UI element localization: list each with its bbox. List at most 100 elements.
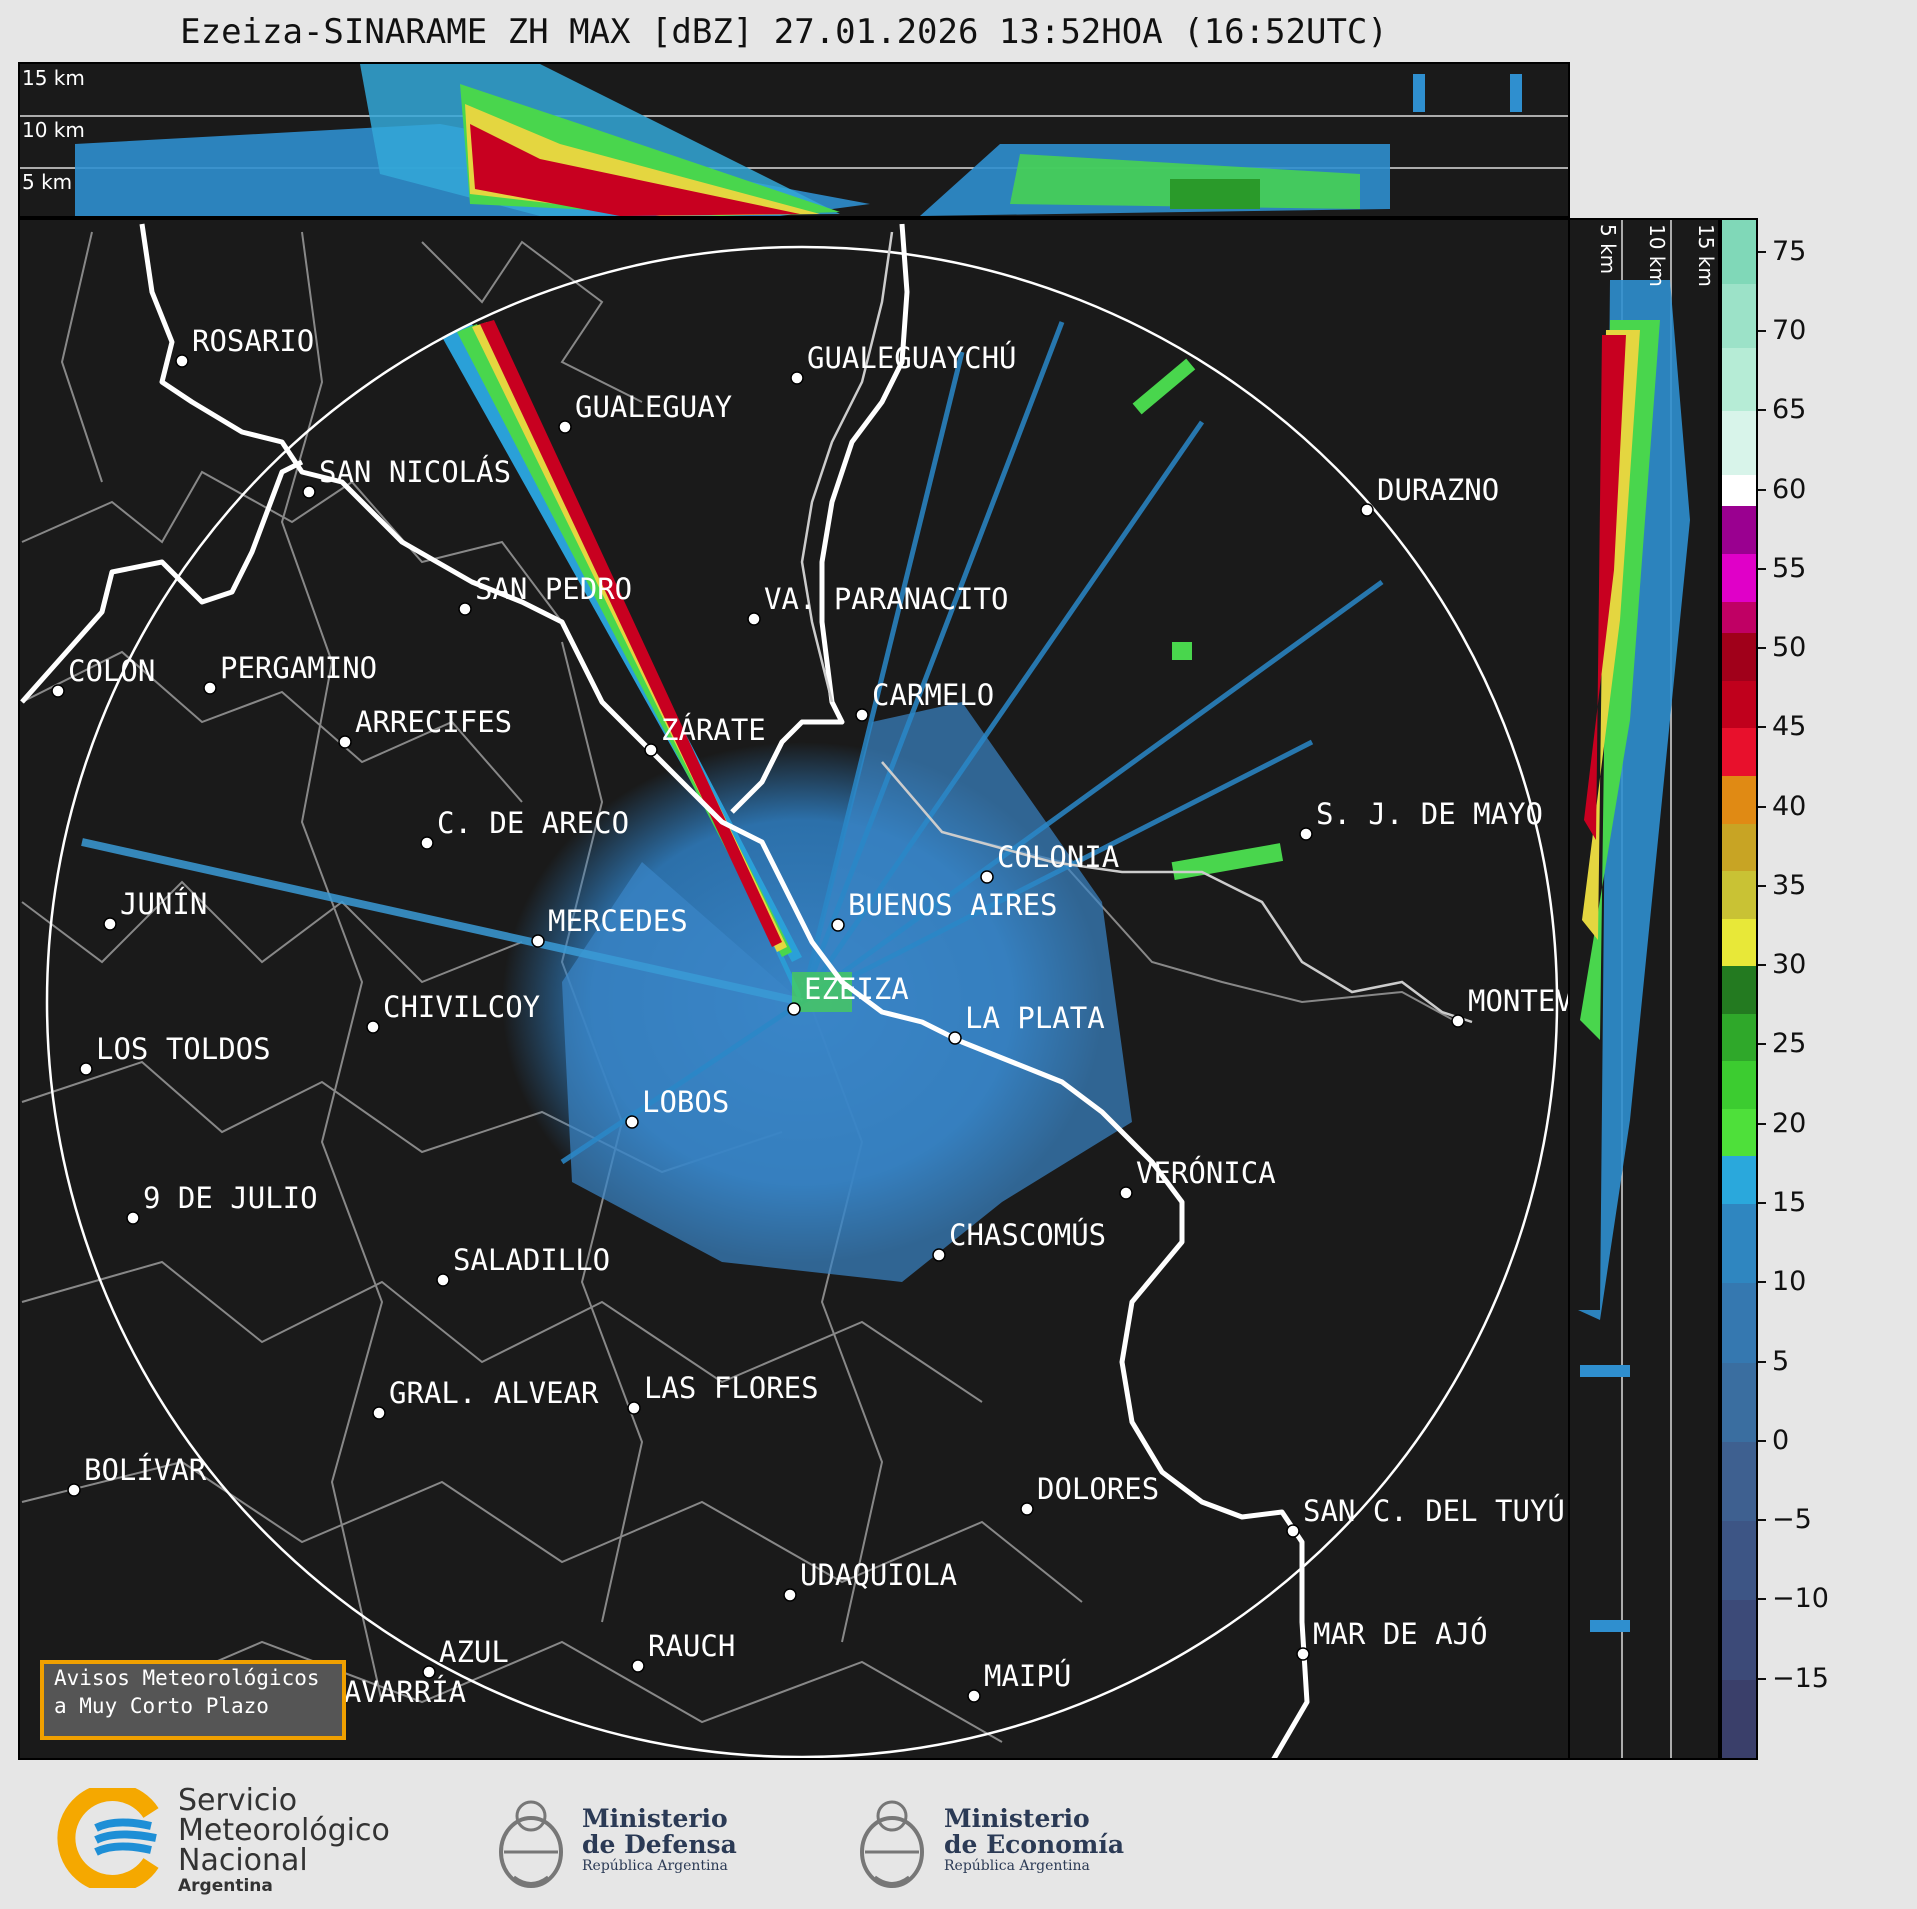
city-label-san-nicolas: SAN NICOLÁS xyxy=(319,455,511,489)
city-label-la-plata: LA PLATA xyxy=(965,1001,1105,1035)
city-label-ezeiza: EZEIZA xyxy=(804,972,909,1006)
coastline xyxy=(20,223,1310,1758)
city-label-sj-de-mayo: S. J. DE MAYO xyxy=(1316,797,1543,831)
colorbar-band xyxy=(1722,965,1756,1014)
city-label-c-de-areco: C. DE ARECO xyxy=(437,806,629,840)
colorbar-band xyxy=(1722,1155,1756,1205)
colorbar-band xyxy=(1722,1520,1756,1601)
radar-title: Ezeiza-SINARAME ZH MAX [dBZ] 27.01.2026 … xyxy=(180,12,1388,52)
colorbar-band xyxy=(1722,1012,1756,1062)
city-label-bolivar: BOLÍVAR xyxy=(84,1453,207,1487)
colorbar-band xyxy=(1722,1060,1756,1109)
side-height-label-15km: 15 km xyxy=(1694,224,1718,287)
aviso-line-2: a Muy Corto Plazo xyxy=(54,1694,269,1718)
colorbar-tick-label: −10 xyxy=(1772,1583,1829,1615)
city-label-pergamino: PERGAMINO xyxy=(220,651,377,685)
city-label-arrecifes: ARRECIFES xyxy=(355,705,512,739)
city-label-chascomus: CHASCOMÚS xyxy=(949,1218,1106,1252)
height-label-10km: 10 km xyxy=(22,118,85,142)
footer: Servicio Meteorológico Nacional Argentin… xyxy=(0,1760,1917,1909)
city-label-lobos: LOBOS xyxy=(642,1085,729,1119)
city-label-junin: JUNÍN xyxy=(120,887,207,921)
colorbar-tick-mark xyxy=(1758,1122,1766,1125)
city-label-va-paranacito: VA. PARANACITO xyxy=(764,582,1008,616)
colorbar-band xyxy=(1722,1440,1756,1522)
colorbar-tick-label: 35 xyxy=(1772,869,1807,901)
colorbar-tick-mark xyxy=(1758,250,1766,253)
city-label-mercedes: MERCEDES xyxy=(548,904,688,938)
city-label-san-pedro: SAN PEDRO xyxy=(475,572,632,606)
colorbar-tick-mark xyxy=(1758,1043,1766,1046)
colorbar-tick-mark xyxy=(1758,647,1766,650)
colorbar-tick-label: 70 xyxy=(1772,314,1807,346)
colorbar-tick-label: 55 xyxy=(1772,552,1807,584)
colorbar-tick-mark xyxy=(1758,488,1766,491)
city-markers xyxy=(51,354,1465,1719)
city-label-gualeguay: GUALEGUAY xyxy=(575,390,732,424)
colorbar-tick-mark xyxy=(1758,1677,1766,1680)
city-label-9-de-julio: 9 DE JULIO xyxy=(143,1181,318,1215)
colorbar-band xyxy=(1722,505,1756,554)
city-label-colon: COLON xyxy=(68,654,155,688)
smn-logo-icon xyxy=(57,1788,159,1888)
colorbar-band xyxy=(1722,822,1756,872)
city-label-las-flores: LAS FLORES xyxy=(644,1371,819,1405)
colorbar-tick-mark xyxy=(1758,964,1766,967)
colorbar-tick-mark xyxy=(1758,884,1766,887)
height-label-15km: 15 km xyxy=(22,66,85,90)
colorbar-band xyxy=(1722,220,1756,285)
city-label-san-c-del-tuyu: SAN C. DEL TUYÚ xyxy=(1303,1494,1565,1528)
colorbar-tick-mark xyxy=(1758,329,1766,332)
colorbar-band xyxy=(1722,346,1756,412)
colorbar-tick-label: 50 xyxy=(1772,632,1807,664)
colorbar-band xyxy=(1722,283,1756,348)
range-ring xyxy=(45,245,1559,1758)
city-label-saladillo: SALADILLO xyxy=(453,1243,610,1277)
city-label-rosario: ROSARIO xyxy=(192,324,314,358)
city-label-gral-alvear: GRAL. ALVEAR xyxy=(389,1376,599,1410)
city-label-gualeguaychu: GUALEGUAYCHÚ xyxy=(807,341,1017,375)
colorbar-tick-label: 20 xyxy=(1772,1107,1807,1139)
ministerio-defensa: Ministerio de Defensa República Argentin… xyxy=(582,1804,737,1875)
radar-map-panel: ROSARIO GUALEGUAYCHÚ GUALEGUAY SAN NICOL… xyxy=(18,218,1570,1760)
colorbar-band xyxy=(1722,679,1756,729)
colorbar-tick-label: 25 xyxy=(1772,1028,1807,1060)
city-label-montevideo: MONTEV xyxy=(1468,984,1570,1018)
city-label-dolores: DOLORES xyxy=(1037,1472,1159,1506)
aviso-line-1: Avisos Meteorológicos xyxy=(54,1666,320,1690)
colorbar-tick-mark xyxy=(1758,409,1766,412)
colorbar-band xyxy=(1722,1599,1756,1680)
colorbar-band xyxy=(1722,727,1756,776)
colorbar-tick-mark xyxy=(1758,1519,1766,1522)
colorbar-tick-label: 30 xyxy=(1772,949,1807,981)
colorbar-band xyxy=(1722,917,1756,967)
top-height-panel: 15 km 10 km 5 km xyxy=(18,62,1570,218)
city-label-rauch: RAUCH xyxy=(648,1629,735,1663)
city-label-mar-de-ajo: MAR DE AJÓ xyxy=(1313,1617,1488,1651)
colorbar-tick-label: 60 xyxy=(1772,473,1807,505)
argentina-seal-icon xyxy=(499,1800,563,1888)
city-label-durazno: DURAZNO xyxy=(1377,473,1499,507)
colorbar-tick-mark xyxy=(1758,567,1766,570)
side-echo-profile xyxy=(1578,220,1690,1758)
smn-name: Servicio Meteorológico Nacional Argentin… xyxy=(178,1783,390,1897)
side-height-panel: 5 km 10 km 15 km xyxy=(1568,218,1720,1760)
colorbar-tick-mark xyxy=(1758,1202,1766,1205)
city-label-los-toldos: LOS TOLDOS xyxy=(96,1032,271,1066)
city-label-udaquiola: UDAQUIOLA xyxy=(800,1558,957,1592)
colorbar-tick-label: −5 xyxy=(1772,1504,1812,1536)
colorbar-band xyxy=(1722,1361,1756,1442)
side-height-label-5km: 5 km xyxy=(1596,224,1620,275)
colorbar-band xyxy=(1722,1678,1756,1758)
city-label-buenos-aires: BUENOS AIRES xyxy=(848,888,1058,922)
aviso-button[interactable]: Avisos Meteorológicos a Muy Corto Plazo xyxy=(40,1660,346,1740)
colorbar-tick-label: 0 xyxy=(1772,1424,1790,1456)
colorbar-tick-label: 40 xyxy=(1772,790,1807,822)
colorbar-band xyxy=(1722,1282,1756,1363)
secondary-rivers xyxy=(800,231,1473,1024)
colorbar-tick-label: 75 xyxy=(1772,235,1807,267)
colorbar-band xyxy=(1722,632,1756,681)
colorbar-band xyxy=(1722,552,1756,602)
city-label-veronica: VERÓNICA xyxy=(1136,1156,1276,1190)
colorbar-tick-label: 45 xyxy=(1772,711,1807,743)
